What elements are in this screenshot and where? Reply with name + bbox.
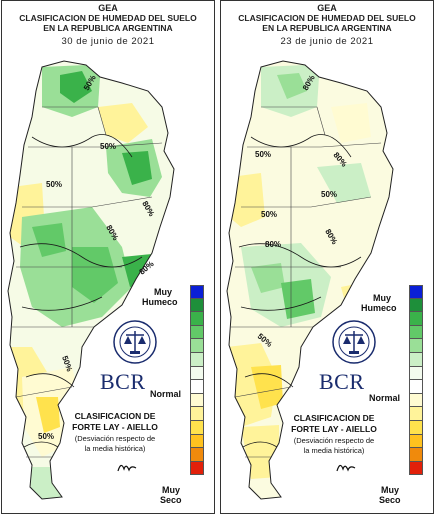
legend-swatch [190, 366, 204, 381]
legend-normal: Normal [150, 389, 182, 399]
contour-label: 50% [46, 180, 62, 189]
classification-title: CLASIFICACION DE [74, 411, 156, 421]
legend-swatch [409, 448, 423, 462]
province-borders [231, 106, 382, 458]
legend-swatch [190, 420, 204, 435]
dry-core [36, 397, 60, 433]
northeast-wet [317, 163, 371, 203]
soil-moisture-map: 50% 50% 80% 50% 80% 80% 50% 50% [7, 60, 175, 500]
legend-very-dry-1: Muy [162, 485, 180, 495]
legend-swatch [190, 461, 204, 476]
province-borders [12, 106, 163, 458]
legend-swatch [409, 285, 423, 299]
classification-authors: FORTE LAY - AIELLO [291, 424, 377, 434]
legend-swatch [190, 285, 204, 299]
signature-icon [117, 464, 137, 472]
bcr-seal-icon [113, 320, 157, 364]
header-date: 23 de junio de 2021 [280, 36, 374, 47]
legend-very-wet-1: Muy [373, 293, 391, 303]
central-wet-core [281, 279, 315, 319]
legend-swatch [409, 461, 423, 476]
west-dry-area [10, 183, 44, 247]
northeast-wet-core [122, 151, 152, 185]
legend-normal: Normal [369, 393, 401, 403]
legend-color-scale [409, 285, 423, 476]
signature-icon [336, 464, 356, 472]
legend-swatch [190, 325, 204, 340]
classification-note-2: la media histórica) [303, 446, 365, 455]
soil-moisture-map: 80% 50% 80% 50% 80% 50% 80% 50% [226, 60, 394, 500]
legend-swatch [409, 434, 423, 449]
west-dry-area [229, 173, 265, 227]
contour-label: 50% [261, 210, 277, 219]
legend-swatch [409, 352, 423, 367]
contour-label: 50% [38, 432, 54, 441]
legend-swatch [190, 339, 204, 353]
classification-note-1: (Desviación respecto de [293, 436, 375, 445]
legend-very-dry-2: Seco [379, 495, 401, 505]
legend-swatch [409, 339, 423, 353]
header-subtitle: EN LA REPUBLICA ARGENTINA [262, 23, 392, 33]
country-outline [226, 60, 394, 500]
legend-swatch [190, 380, 204, 394]
header-title: CLASIFICACION DE HUMEDAD DEL SUELO [238, 13, 416, 23]
north-slightly-dry [331, 103, 371, 143]
legend-very-dry-1: Muy [381, 485, 399, 495]
classification-title: CLASIFICACION DE [293, 413, 375, 423]
classification-authors: FORTE LAY - AIELLO [72, 422, 158, 432]
central-wet-west [251, 263, 285, 293]
bcr-logo-text: BCR [100, 369, 146, 394]
legend-swatch [190, 298, 204, 313]
legend-swatch [409, 393, 423, 408]
legend-swatch [190, 393, 204, 408]
header-gea: GEA [317, 3, 337, 13]
contour-lines [19, 134, 143, 448]
header-date: 30 de junio de 2021 [61, 36, 155, 47]
map-panel-june-23: GEA CLASIFICACION DE HUMEDAD DEL SUELO E… [220, 0, 434, 514]
legend-very-dry-2: Seco [160, 495, 182, 505]
classification-note-1: (Desviación respecto de [74, 434, 156, 443]
legend-swatch [409, 312, 423, 326]
northwest-wet-core [277, 73, 307, 99]
legend-swatch [409, 325, 423, 340]
contour-label: 50% [321, 190, 337, 199]
central-wet-west [32, 223, 66, 257]
legend-swatch [190, 407, 204, 421]
legend-swatch [409, 420, 423, 435]
central-wet-east [72, 247, 118, 303]
legend-very-wet-2: Humeco [361, 303, 397, 313]
legend-very-wet-1: Muy [154, 287, 172, 297]
contour-label: 50% [255, 150, 271, 159]
legend-very-wet-2: Humeco [142, 297, 178, 307]
north-dry-area [98, 103, 148, 143]
legend-swatch [409, 380, 423, 394]
country-outline [7, 60, 175, 500]
bcr-seal-icon [332, 320, 376, 364]
legend-swatch [190, 448, 204, 462]
header-subtitle: EN LA REPUBLICA ARGENTINA [43, 23, 173, 33]
map-panel-june-30: GEA CLASIFICACION DE HUMEDAD DEL SUELO E… [1, 0, 215, 514]
legend-swatch [409, 366, 423, 381]
contour-label: 80% [265, 240, 281, 249]
legend-color-scale [190, 285, 204, 476]
legend-swatch [190, 312, 204, 326]
legend-swatch [190, 352, 204, 367]
header-title: CLASIFICACION DE HUMEDAD DEL SUELO [19, 13, 197, 23]
legend-swatch [409, 407, 423, 421]
contour-label: 50% [100, 142, 116, 151]
legend-swatch [409, 298, 423, 313]
classification-note-2: la media histórica) [84, 444, 146, 453]
contour-lines [238, 134, 362, 448]
bcr-logo-text: BCR [319, 369, 365, 394]
northwest-wet-core [60, 71, 92, 103]
south-wet [30, 467, 62, 499]
header-gea: GEA [98, 3, 118, 13]
legend-swatch [190, 434, 204, 449]
